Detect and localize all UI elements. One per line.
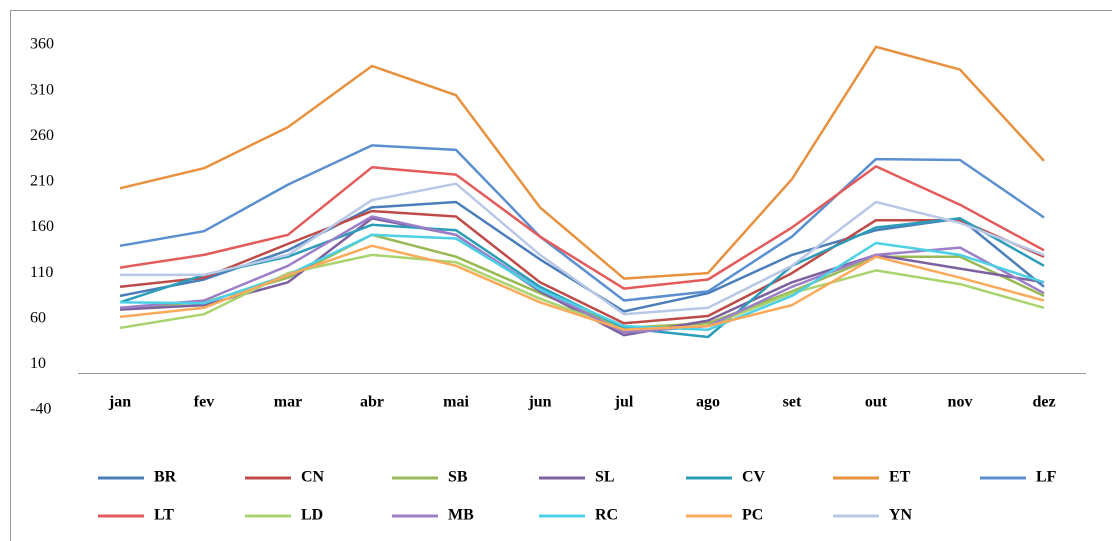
series-line (119, 253, 1045, 331)
legend-label: SL (595, 469, 615, 486)
series-line (119, 215, 1045, 334)
legend-label: PC (742, 507, 763, 524)
y-tick-label: 10 (30, 355, 46, 372)
series-line (119, 244, 1045, 331)
legend-label: ET (889, 469, 911, 486)
legend-label: LF (1036, 469, 1057, 486)
x-tick-label: out (865, 394, 888, 411)
y-tick-label: 360 (30, 36, 54, 53)
series-line (119, 165, 1045, 290)
x-tick-label: jun (527, 394, 551, 411)
y-tick-label: 60 (30, 309, 46, 326)
series-line (119, 45, 1045, 280)
y-tick-label: 210 (30, 173, 54, 190)
y-tick-label: 310 (30, 81, 54, 98)
x-tick-label: jul (614, 394, 634, 411)
x-tick-label: nov (948, 394, 973, 411)
x-tick-label: abr (360, 394, 384, 411)
legend-label: BR (154, 469, 177, 486)
x-tick-label: mar (274, 394, 302, 411)
y-tick-label: 260 (30, 127, 54, 144)
x-tick-label: ago (696, 394, 720, 411)
legend-label: CN (301, 469, 325, 486)
series-line (119, 144, 1045, 302)
legend-label: LT (154, 507, 174, 524)
legend-label: YN (889, 507, 913, 524)
legend-label: LD (301, 507, 323, 524)
x-tick-label: mai (443, 394, 469, 411)
series-line (119, 209, 1045, 325)
x-tick-label: fev (194, 394, 214, 411)
y-tick-label: -40 (30, 401, 51, 418)
legend-label: SB (448, 469, 468, 486)
series-line (120, 182, 1045, 316)
x-tick-label: set (783, 394, 802, 411)
x-tick-label: dez (1032, 394, 1055, 411)
y-tick-label: 160 (30, 218, 54, 235)
legend-label: MB (448, 507, 474, 524)
x-tick-label: jan (108, 394, 131, 411)
legend-label: CV (742, 469, 766, 486)
y-tick-label: 110 (30, 264, 53, 281)
legend-label: RC (595, 507, 618, 524)
chart-frame (10, 10, 1112, 541)
